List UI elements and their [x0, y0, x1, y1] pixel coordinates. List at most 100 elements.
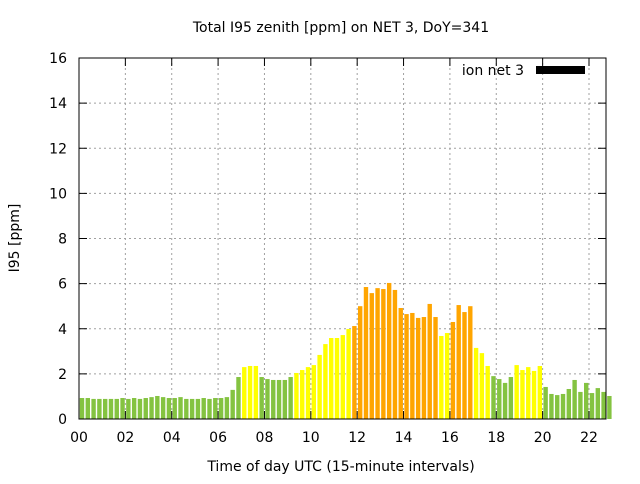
bar: [415, 317, 421, 419]
bar: [560, 393, 566, 419]
bar: [85, 398, 90, 419]
bar: [375, 288, 380, 419]
bar: [305, 367, 311, 419]
bar: [479, 353, 485, 419]
x-tick-label: 00: [70, 430, 88, 446]
bar: [323, 344, 328, 419]
bar: [282, 379, 288, 419]
x-tick-label: 02: [116, 430, 134, 446]
bar: [520, 370, 525, 419]
bar: [595, 388, 600, 419]
bar: [421, 317, 427, 419]
y-tick-label: 0: [58, 412, 67, 428]
bar: [357, 306, 363, 419]
bar: [120, 398, 125, 419]
bar: [218, 398, 224, 419]
bar: [265, 379, 270, 419]
x-tick-label: 08: [256, 430, 274, 446]
plot-frame: [78, 57, 607, 420]
bar: [340, 335, 345, 419]
bar: [514, 365, 519, 419]
x-tick-label: 12: [348, 430, 366, 446]
bar: [137, 398, 143, 419]
bar: [439, 335, 444, 419]
bar: [207, 398, 212, 419]
bar: [526, 367, 531, 419]
bar: [201, 398, 206, 419]
bar: [195, 398, 201, 419]
bar: [555, 395, 560, 419]
bar: [578, 391, 583, 419]
bar: [114, 398, 119, 419]
x-axis-label: Time of day UTC (15-minute intervals): [206, 459, 474, 475]
bar: [102, 398, 108, 419]
x-tick-label: 04: [163, 430, 181, 446]
y-tick-label: 16: [49, 51, 67, 67]
bar: [143, 398, 148, 419]
bar: [149, 397, 154, 419]
bar: [294, 372, 299, 419]
y-tick-label: 6: [58, 277, 67, 293]
bar: [184, 398, 189, 419]
bar: [334, 338, 340, 419]
y-tick-label: 2: [58, 367, 67, 383]
bar: [491, 376, 496, 419]
bar: [247, 365, 253, 419]
y-tick-label: 14: [49, 96, 67, 112]
bar: [300, 370, 305, 419]
x-tick-label: 06: [209, 430, 227, 446]
bar: [271, 379, 276, 419]
bar: [456, 305, 461, 419]
bar: [427, 303, 432, 419]
bar: [537, 365, 543, 419]
bar: [178, 397, 183, 419]
bar: [126, 398, 131, 419]
bar: [543, 386, 548, 419]
x-tick-label: 10: [302, 430, 320, 446]
bar: [166, 398, 172, 419]
bar: [601, 391, 606, 419]
bar: [242, 367, 247, 419]
bar: [160, 397, 166, 419]
bar: [485, 365, 490, 419]
y-tick-label: 4: [58, 322, 67, 338]
y-tick-label: 12: [49, 141, 67, 157]
bar: [79, 398, 85, 419]
bar: [398, 307, 403, 419]
bar: [444, 333, 450, 419]
bar: [189, 398, 195, 419]
chart-title: Total I95 zenith [ppm] on NET 3, DoY=341: [192, 20, 489, 36]
bar: [433, 317, 438, 419]
bar: [531, 370, 537, 419]
bar: [172, 398, 177, 419]
bar: [352, 326, 357, 419]
bar: [450, 321, 456, 419]
bar: [410, 312, 415, 419]
legend-label: ion net 3: [462, 63, 524, 79]
y-axis-label: I95 [ppm]: [7, 204, 23, 273]
bar: [369, 293, 374, 419]
bar: [473, 347, 479, 419]
bar: [346, 328, 351, 419]
bar: [259, 377, 264, 419]
bar: [589, 393, 595, 419]
bar: [392, 289, 398, 419]
bar: [91, 398, 96, 419]
x-tick-label: 20: [534, 430, 552, 446]
bar: [108, 398, 114, 419]
y-tick-label: 8: [58, 232, 67, 248]
bar: [549, 393, 554, 419]
bar: [329, 338, 334, 419]
bar: [584, 382, 589, 419]
bar: [224, 397, 230, 419]
bar: [468, 306, 473, 419]
bar: [311, 365, 317, 419]
bar: [230, 389, 235, 419]
x-tick-label: 16: [441, 430, 459, 446]
bar: [131, 398, 137, 419]
bar: [381, 289, 386, 419]
bar: [566, 388, 572, 419]
bar: [502, 382, 508, 419]
